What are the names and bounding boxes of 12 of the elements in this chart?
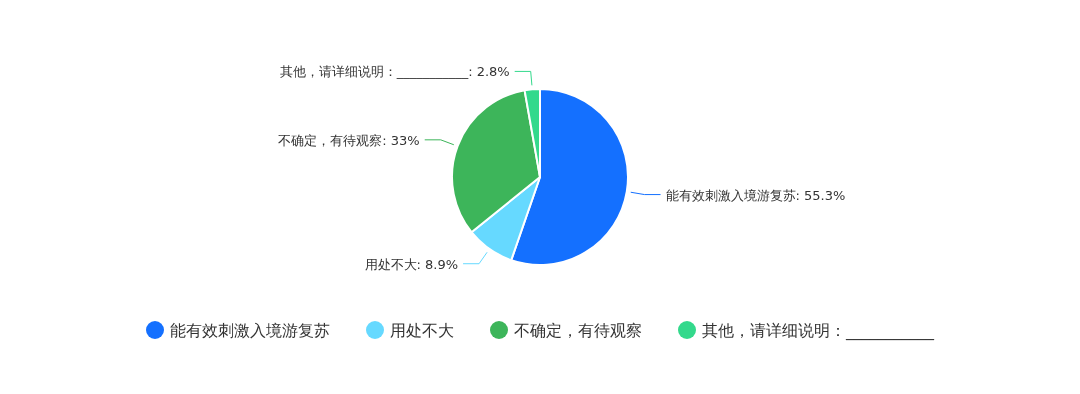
data-label: : 8.9%	[416, 256, 459, 272]
slice-label: 用处不大	[364, 256, 417, 272]
data-label: : 55.3%	[795, 187, 846, 203]
slice-label: 能有效刺激入境游复苏	[665, 187, 796, 203]
legend-label: 用处不大	[390, 321, 454, 340]
slice-label: 不确定，有待观察	[278, 132, 383, 148]
data-label: : 33%	[382, 132, 420, 148]
slice-label: 其他，请详细说明：___________	[279, 64, 469, 80]
legend-label: 能有效刺激入境游复苏	[170, 321, 330, 340]
legend-label: 不确定，有待观察	[514, 321, 642, 340]
data-label: : 2.8%	[468, 64, 510, 80]
legend-label: 其他，请详细说明：___________	[702, 321, 935, 341]
